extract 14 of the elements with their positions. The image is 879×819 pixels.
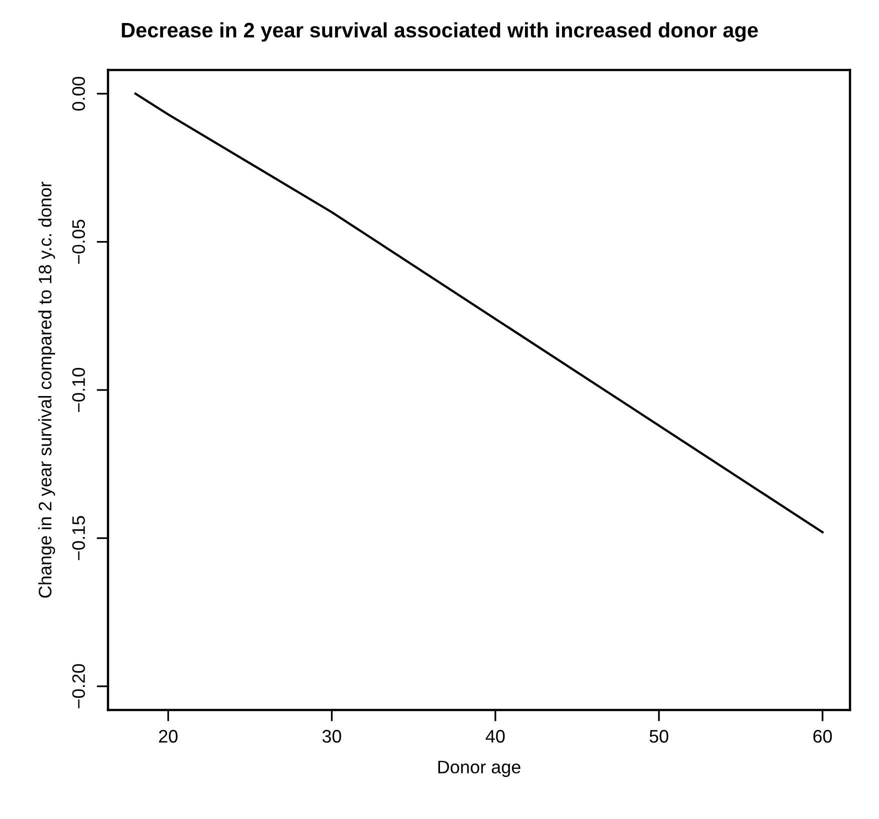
y-axis-title: Change in 2 year survival compared to 18 y.c. donor xyxy=(38,182,56,598)
y-tick-label: −0.05 xyxy=(72,220,85,264)
x-tick-label: 60 xyxy=(813,730,832,743)
y-tick-label: 0.00 xyxy=(72,76,85,111)
y-tick-label: −0.15 xyxy=(72,516,85,560)
x-axis-title: Donor age xyxy=(438,760,520,777)
x-tick-label: 30 xyxy=(322,730,342,743)
chart-title: Decrease in 2 year survival associated with increased donor age xyxy=(122,22,758,42)
x-tick-label: 50 xyxy=(650,730,668,743)
line-series xyxy=(134,92,824,534)
y-tick-label: −0.10 xyxy=(72,368,85,412)
y-tick-label: −0.20 xyxy=(72,664,85,708)
x-tick-label: 40 xyxy=(486,730,505,743)
x-tick-label: 20 xyxy=(159,730,178,743)
